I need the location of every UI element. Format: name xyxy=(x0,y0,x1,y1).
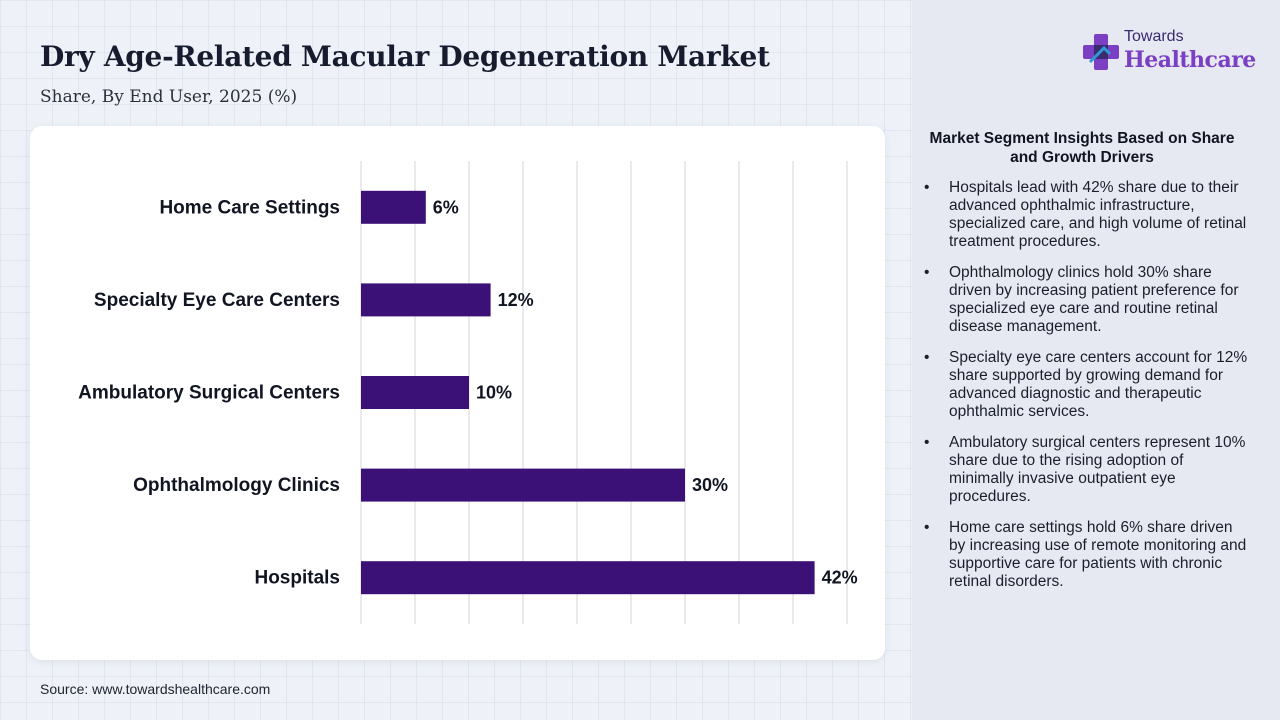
bar xyxy=(361,190,426,224)
insight-item: • Home care settings hold 6% share driven… xyxy=(922,519,1252,591)
insight-item: • Hospitals lead with 42% share due to th… xyxy=(922,179,1252,251)
category-label: Ambulatory Surgical Centers xyxy=(78,383,340,404)
insight-text: Hospitals lead with 42% share due to the… xyxy=(949,179,1247,250)
chart-card: Home Care Settings 6% Specialty Eye Care C… xyxy=(30,126,885,660)
insight-text: Specialty eye care centers account for 1… xyxy=(949,349,1248,420)
chart-area: Dry Age-Related Macular Degeneration Mar… xyxy=(30,40,885,697)
source-text: Source: www.towardshealthcare.com xyxy=(40,681,271,697)
insight-text: Ambulatory surgical centers represent 10… xyxy=(949,434,1246,505)
bullet-icon: • xyxy=(924,349,930,366)
category-label: Home Care Settings xyxy=(159,197,340,218)
insights-title: Market Segment Insights Based on Share a… xyxy=(929,130,1235,166)
data-label: 12% xyxy=(498,290,534,310)
bar xyxy=(361,561,815,595)
logo-text-towards: Towards xyxy=(1124,28,1184,45)
insights-list: • Hospitals lead with 42% share due to th… xyxy=(922,179,1252,604)
category-label: Ophthalmology Clinics xyxy=(133,475,340,496)
data-label: 42% xyxy=(822,568,858,588)
insight-text: Home care settings hold 6% share driven … xyxy=(949,519,1247,590)
category-label: Hospitals xyxy=(254,568,340,589)
medical-cross-icon xyxy=(1083,34,1119,70)
page-title: Dry Age-Related Macular Degeneration Mar… xyxy=(40,40,770,73)
data-label: 6% xyxy=(433,197,459,217)
bullet-icon: • xyxy=(924,434,930,451)
insight-text: Ophthalmology clinics hold 30% share dri… xyxy=(949,264,1239,335)
insight-item: • Ophthalmology clinics hold 30% share dr… xyxy=(922,264,1252,336)
bar xyxy=(361,468,685,502)
insights-panel xyxy=(912,0,1280,720)
logo-text-healthcare: Healthcare xyxy=(1124,47,1256,73)
insight-item: • Specialty eye care centers account for … xyxy=(922,349,1252,421)
data-label: 10% xyxy=(476,383,512,403)
bar-chart: Home Care Settings 6% Specialty Eye Care C… xyxy=(78,161,858,624)
brand-logo: Towards Healthcare xyxy=(1080,28,1260,78)
bullet-icon: • xyxy=(924,179,930,196)
insight-item: • Ambulatory surgical centers represent 1… xyxy=(922,434,1252,506)
category-label: Specialty Eye Care Centers xyxy=(94,290,340,311)
bullet-icon: • xyxy=(924,264,930,281)
bullet-icon: • xyxy=(924,519,930,536)
page-subtitle: Share, By End User, 2025 (%) xyxy=(40,87,298,107)
bar xyxy=(361,376,469,409)
bar xyxy=(361,283,491,317)
data-label: 30% xyxy=(692,475,728,495)
